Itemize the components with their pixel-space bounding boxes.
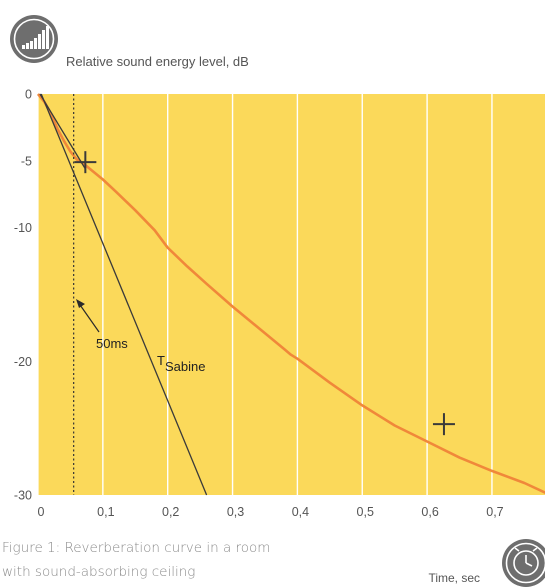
- series-line: [36, 93, 545, 494]
- x-tick-label: 0,5: [357, 505, 374, 519]
- annotation-arrow: [77, 301, 100, 333]
- early-decay-line: [39, 93, 86, 170]
- y-tick-label: -20: [14, 355, 32, 369]
- x-tick-label: 0,1: [97, 505, 114, 519]
- y-tick-label: 0: [25, 88, 32, 102]
- markers: [74, 151, 455, 436]
- x-tick-label: 0,4: [292, 505, 309, 519]
- tick-labels: 0 -5 -10 -20 -30 0 0,1 0,2 0,3 0,4 0,5 0,6 0,7: [14, 88, 504, 520]
- y-tick-label: -5: [21, 154, 32, 168]
- sabine-line: [40, 93, 208, 496]
- y-tick-label: -10: [14, 221, 32, 235]
- y-tick-label: -30: [14, 489, 32, 503]
- y-axis-label: Relative sound energy level, dB: [66, 54, 249, 69]
- tsabine-sub: Sabine: [165, 359, 205, 374]
- grid: [37, 94, 493, 495]
- clock-icon: [502, 539, 545, 587]
- x-tick-label: 0: [38, 505, 45, 519]
- reverberation-curve: [36, 93, 545, 494]
- plot-area: [38, 94, 545, 495]
- x-axis-label: Time, sec: [428, 571, 480, 585]
- marker-plus: [74, 151, 97, 174]
- reference-lines: [39, 93, 208, 496]
- x-tick-label: 0,6: [421, 505, 438, 519]
- x-tick-label: 0,7: [486, 505, 503, 519]
- figure-caption: Figure 1: Reverberation curve in a room …: [2, 540, 271, 580]
- tsabine-t: T: [157, 353, 165, 368]
- x-tick-label: 0,2: [162, 505, 179, 519]
- annotation-50ms: 50ms: [96, 336, 128, 351]
- annotation-arrow-head: [76, 299, 85, 308]
- sound-level-bars-icon: [10, 15, 58, 63]
- marker-plus: [432, 413, 455, 436]
- x-tick-label: 0,3: [227, 505, 244, 519]
- annotation-tsabine: TSabine: [157, 353, 205, 374]
